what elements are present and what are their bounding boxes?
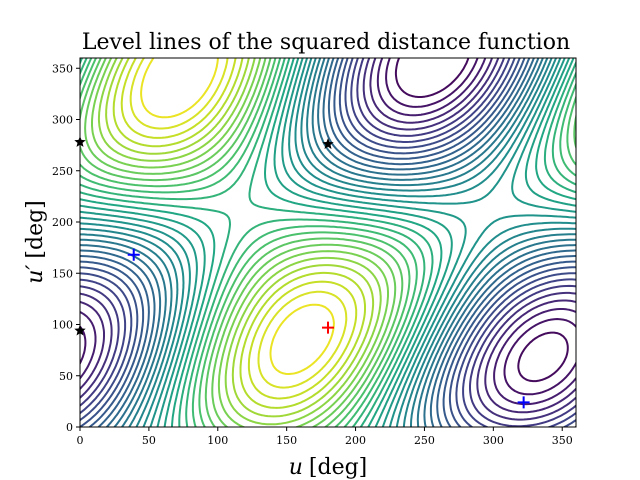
x-axis-label: u [deg]: [289, 455, 368, 480]
contour-lines: [80, 58, 576, 427]
contour-level-line: [80, 58, 576, 427]
contour-level-line: [80, 58, 576, 427]
x-tick-label: 100: [207, 434, 228, 447]
saddle-star-marker: [322, 138, 334, 149]
contour-level-line: [80, 58, 576, 427]
contour-level-line: [80, 58, 576, 427]
contour-level-line: [97, 58, 382, 426]
y-tick-label: 350: [52, 62, 73, 75]
contour-level-line: [80, 58, 576, 427]
contour-level-line: [80, 58, 576, 396]
contour-level-line: [80, 58, 576, 427]
contour-level-line: [120, 58, 358, 400]
y-axis-unit: [deg]: [23, 200, 48, 258]
contour-level-line: [80, 58, 576, 414]
chart-title: Level lines of the squared distance func…: [82, 30, 570, 55]
x-axis-unit: [deg]: [309, 455, 367, 480]
x-tick-label: 0: [77, 434, 84, 447]
x-tick-label: 50: [142, 434, 156, 447]
contour-level-line: [80, 58, 576, 427]
contour-level-line: [80, 58, 576, 427]
contour-level-line: [80, 58, 576, 427]
contour-level-line: [80, 58, 576, 427]
contour-level-line: [80, 58, 576, 427]
contour-level-line: [80, 58, 576, 427]
contour-level-line: [84, 58, 397, 427]
x-axis-symbol: u: [289, 455, 303, 480]
x-tick-label: 250: [414, 434, 435, 447]
y-axis-symbol: u′: [23, 265, 48, 284]
contour-level-line: [80, 58, 576, 427]
contour-level-line: [80, 58, 576, 427]
contour-level-line: [80, 58, 576, 427]
contour-level-line: [80, 58, 576, 427]
contour-level-line: [394, 58, 569, 383]
y-tick-label: 200: [52, 216, 73, 229]
contour-level-line: [80, 58, 576, 421]
minimum-plus-marker: [517, 396, 530, 409]
contour-level-line: [105, 58, 375, 418]
plot-area: 0 50 100 150 200 250 300 350 0 50 100 150 200 250 300…: [52, 57, 577, 447]
y-axis-ticks: 0 50 100 150 200 250 300 350: [52, 62, 80, 434]
contour-level-line: [80, 58, 576, 427]
x-tick-label: 300: [483, 434, 504, 447]
plot-frame: [79, 57, 577, 428]
minimum-plus-marker: [127, 248, 140, 261]
y-tick-label: 150: [52, 267, 73, 280]
contour-level-line: [129, 58, 348, 389]
y-tick-label: 50: [59, 370, 73, 383]
contour-level-line: [112, 58, 366, 409]
x-tick-label: 350: [552, 434, 573, 447]
y-axis-label: u′ [deg]: [23, 200, 48, 284]
x-tick-label: 150: [276, 434, 297, 447]
y-tick-label: 100: [52, 319, 73, 332]
y-tick-label: 300: [52, 114, 73, 127]
contour-level-line: [140, 58, 335, 375]
contour-level-line: [80, 58, 576, 427]
y-tick-label: 250: [52, 165, 73, 178]
x-axis-ticks: 0 50 100 150 200 250 300 350: [77, 427, 573, 447]
maximum-plus-marker: [322, 321, 334, 334]
contour-level-line: [80, 58, 576, 427]
contour-level-line: [91, 58, 389, 427]
y-tick-label: 0: [66, 421, 73, 434]
contour-level-line: [80, 58, 576, 427]
x-tick-label: 200: [345, 434, 366, 447]
